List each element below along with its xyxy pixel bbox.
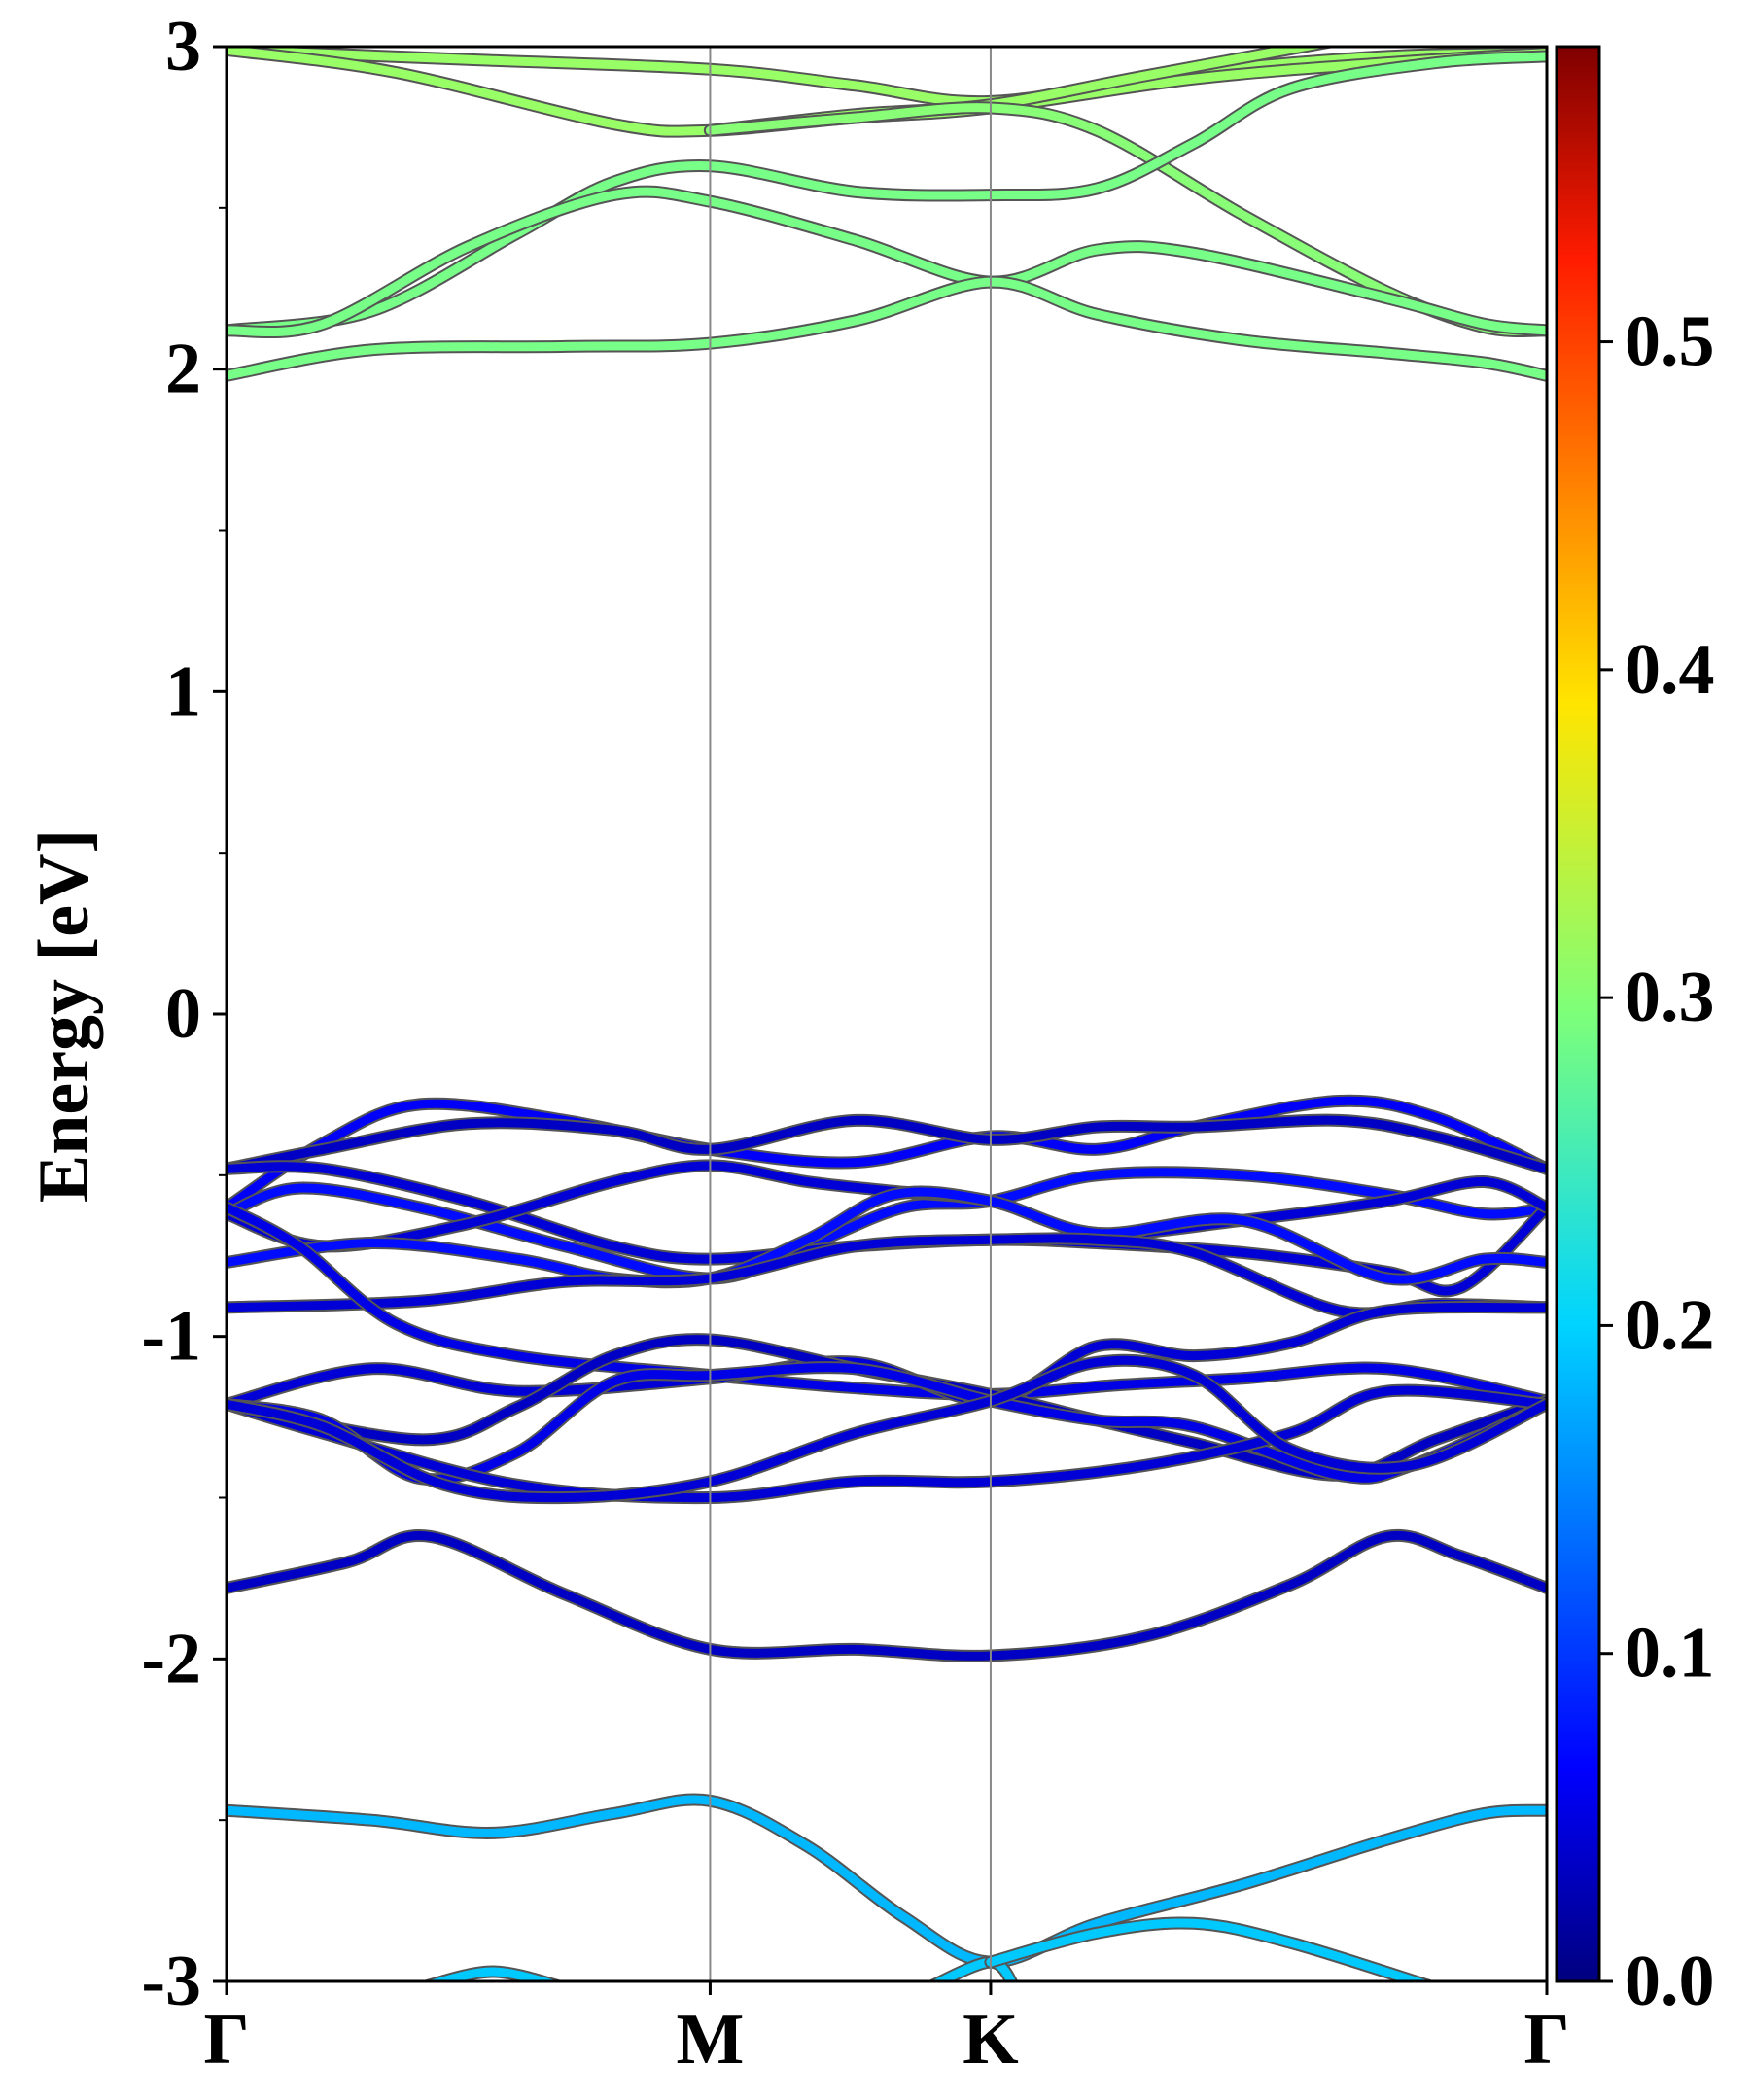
band-1 <box>227 47 1547 107</box>
x-tick-label: K <box>962 2000 1019 2080</box>
band-9 <box>227 1115 1547 1173</box>
colorbar-tick-label: 0.0 <box>1625 1942 1715 2021</box>
y-tick-label: 2 <box>165 330 201 409</box>
colorbar-tick-label: 0.3 <box>1625 958 1715 1037</box>
colorbar-tick-label: 0.4 <box>1625 630 1715 710</box>
band-20 <box>227 1355 1547 1503</box>
colorbar-tick-label: 0.2 <box>1625 1285 1715 1365</box>
high-symmetry-lines <box>709 47 992 1981</box>
band-7-outline <box>227 275 1547 382</box>
band-13 <box>227 1187 1547 1287</box>
band-22 <box>227 1795 1547 1967</box>
colorbar-tick-label: 0.5 <box>1625 302 1715 382</box>
y-tick-label: 0 <box>165 974 201 1054</box>
colorbar-ticks: 0.0 0.1 0.2 0.3 0.4 0.5 <box>1599 302 1715 2021</box>
band-23 <box>427 1967 559 1981</box>
colorbar-gradient <box>1555 45 1601 1983</box>
y-tick-label: 3 <box>165 7 201 87</box>
band-4-outline <box>703 101 1547 337</box>
y-axis-label: Energy [eV] <box>24 829 104 1203</box>
colorbar-tick-label: 0.1 <box>1625 1614 1715 1694</box>
band-5 <box>227 52 1547 335</box>
y-tick-label: -3 <box>141 1942 201 2021</box>
x-tick-label: Γ <box>203 2000 249 2080</box>
band-15 <box>227 1203 1547 1406</box>
plot-frame <box>225 45 1549 1983</box>
y-tick-label: 1 <box>165 651 201 731</box>
x-tick-label: M <box>677 2000 745 2080</box>
colorbar: 0.0 0.1 0.2 0.3 0.4 0.5 <box>1555 45 1715 2021</box>
band-19 <box>227 1385 1547 1503</box>
x-tick-label: Γ <box>1523 2000 1569 2080</box>
y-tick-label: -1 <box>141 1297 201 1377</box>
band-6 <box>227 187 1547 337</box>
band-8 <box>227 1096 1547 1212</box>
band-10 <box>227 1168 1547 1283</box>
band-lines <box>227 47 1547 1981</box>
y-tick-label: -2 <box>141 1619 201 1698</box>
band-21 <box>227 1530 1547 1661</box>
band-25 <box>986 1918 1430 1981</box>
band-7 <box>227 277 1547 380</box>
y-axis-ticks: -3 -2 -1 0 1 2 3 <box>141 7 227 2021</box>
band-14 <box>227 1234 1547 1318</box>
